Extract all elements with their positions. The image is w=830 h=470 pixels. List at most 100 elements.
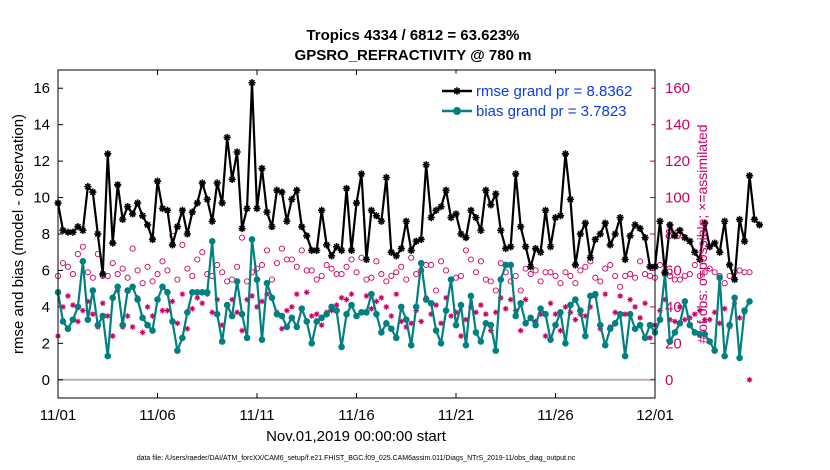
possible-point (607, 261, 614, 269)
possible-point (199, 249, 206, 256)
assimilated-point (65, 293, 71, 299)
bias-point (646, 321, 654, 329)
rmse-point (323, 241, 331, 249)
rmse-point (661, 268, 669, 276)
bias-point (323, 310, 330, 318)
assimilated-point (244, 296, 250, 303)
bias-point (497, 276, 505, 283)
assimilated-point (149, 313, 156, 319)
bias-point (79, 258, 87, 265)
bias-point (666, 338, 674, 345)
rmse-point (706, 243, 714, 251)
assimilated-point (159, 307, 166, 314)
possible-point (457, 272, 465, 279)
assimilated-point (70, 302, 76, 308)
bias-point (671, 329, 679, 336)
bias-point (368, 290, 375, 298)
rmse-point (84, 183, 92, 191)
rmse-point (437, 203, 445, 211)
rmse-point (731, 275, 739, 284)
possible-point (512, 272, 519, 279)
legend-bias-label: bias grand pr = 3.7823 (476, 103, 627, 120)
assimilated-point (582, 313, 589, 319)
rmse-point (571, 261, 579, 269)
possible-point (617, 283, 624, 290)
rmse-point (168, 241, 177, 249)
bias-point (562, 340, 569, 347)
assimilated-point (363, 293, 370, 299)
bias-point (248, 236, 256, 243)
plot-frame (57, 69, 656, 399)
rmse-point (487, 201, 495, 209)
rmse-point (671, 232, 679, 240)
bias-point (557, 309, 564, 316)
bias-point (109, 294, 117, 302)
rmse-point (472, 214, 480, 222)
possible-point (129, 245, 136, 252)
rmse-point (173, 223, 181, 231)
rmse-point (551, 214, 560, 222)
assimilated-point (60, 304, 66, 310)
rmse-point (641, 234, 649, 242)
rmse-point (138, 212, 147, 220)
rmse-point (686, 237, 694, 245)
bias-point (606, 325, 614, 333)
bias-point (457, 301, 465, 309)
possible-point (164, 267, 171, 274)
assimilated-point (174, 320, 181, 327)
bias-point (567, 301, 574, 309)
rmse-point (318, 206, 326, 214)
y-right-tick-label: 20 (665, 335, 682, 352)
rmse-point (666, 221, 674, 229)
assimilated-point (229, 296, 235, 303)
rmse-point (541, 206, 550, 214)
assimilated-point (706, 316, 713, 323)
rmse-point (278, 188, 286, 196)
y-tick-label: 14 (33, 117, 50, 134)
assimilated-point (279, 325, 285, 332)
rmse-point (382, 173, 390, 182)
possible-point (552, 272, 559, 279)
possible-point (746, 269, 753, 276)
rmse-point (561, 150, 570, 158)
possible-point (388, 272, 395, 279)
x-axis-label: Nov.01,2019 00:00:00 start (266, 428, 447, 445)
bias-point (288, 314, 296, 322)
rmse-point (631, 221, 639, 229)
rmse-point (532, 244, 540, 253)
assimilated-point (80, 307, 86, 314)
assimilated-point (199, 300, 206, 307)
possible-point (612, 272, 619, 279)
assimilated-point (721, 305, 728, 312)
assimilated-point (333, 302, 340, 308)
legend-rmse-marker (453, 87, 461, 95)
assimilated-point (75, 318, 81, 325)
possible-point (378, 271, 385, 278)
rmse-point (696, 255, 704, 264)
bias-point (467, 292, 475, 300)
possible-point (313, 276, 320, 283)
rmse-point (546, 243, 555, 251)
x-tick-label: 11/26 (537, 407, 573, 424)
rmse-point (362, 255, 371, 264)
possible-point (572, 280, 579, 287)
bias-point (527, 314, 534, 322)
rmse-point (233, 148, 241, 156)
x-tick-label: 11/01 (40, 407, 76, 424)
possible-point (433, 287, 440, 294)
rmse-point (745, 172, 754, 180)
rmse-point (432, 206, 440, 214)
rmse-point (313, 246, 321, 254)
bias-point (577, 307, 584, 314)
possible-point (189, 272, 196, 279)
rmse-point (596, 230, 604, 238)
assimilated-point (289, 304, 295, 310)
bias-point (99, 312, 107, 320)
possible-point (159, 258, 166, 265)
bias-point (59, 318, 67, 325)
possible-point (537, 278, 544, 285)
possible-point (676, 276, 683, 283)
assimilated-point (682, 316, 688, 323)
possible-point (84, 269, 91, 276)
rmse-point (293, 186, 301, 194)
